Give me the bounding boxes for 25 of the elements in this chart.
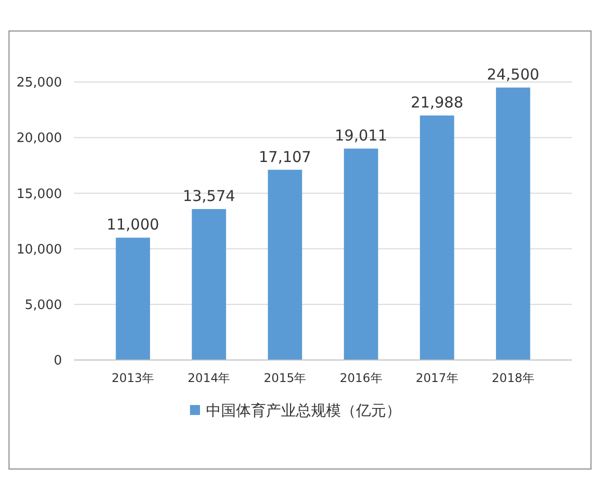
text: 13,574: [182, 187, 236, 206]
text: 19,011: [334, 126, 388, 145]
y-tick-label: 25,000: [16, 76, 62, 91]
legend-label: 中国体育产业总规模（亿元）: [206, 401, 401, 420]
y-tick-label: 10,000: [16, 242, 62, 258]
x-tick-label: 2017年: [416, 371, 458, 385]
x-tick-label: 2016年: [340, 371, 382, 385]
text: 17,107: [258, 148, 312, 166]
y-tick-label: 15,000: [16, 186, 62, 202]
y-tick-label: 5,000: [24, 298, 62, 313]
bar: [268, 170, 302, 360]
text: 21,988: [410, 93, 464, 112]
bar: [420, 115, 454, 360]
x-tick-label: 2018年: [492, 371, 534, 385]
bar: [192, 209, 226, 360]
x-tick-label: 2015年: [264, 371, 306, 385]
bar: [116, 238, 150, 360]
bar: [344, 148, 378, 360]
x-tick-label: 2013年: [112, 371, 154, 385]
text: 24,500: [486, 66, 540, 84]
x-tick-label: 2014年: [188, 371, 230, 385]
bar: [496, 88, 530, 360]
y-tick-label: 20,000: [16, 131, 62, 146]
text: 11,000: [106, 216, 160, 234]
y-tick-label: 0: [54, 354, 62, 369]
